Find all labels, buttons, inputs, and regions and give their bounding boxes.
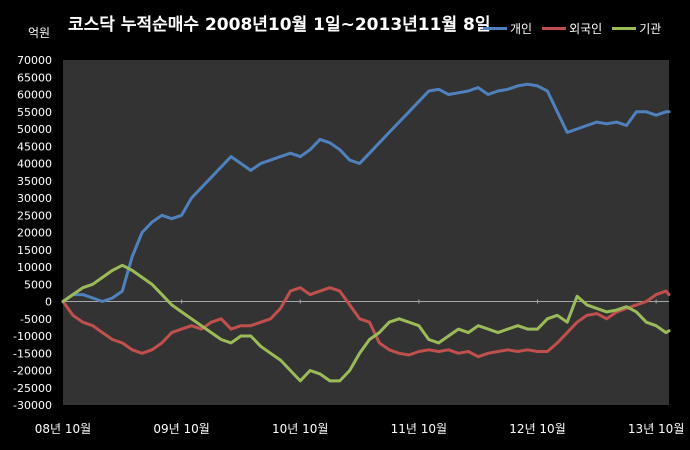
y-tick-label: 25000 [17,209,52,222]
y-tick-label: 10000 [17,261,52,274]
y-tick-label: -15000 [13,347,52,360]
series-line-institution [61,263,671,383]
x-tick-label: 12년 10월 [509,422,565,436]
y-tick-label: 20000 [17,227,52,240]
y-tick-label: 65000 [17,71,52,84]
x-tick-label: 09년 10월 [153,422,209,436]
y-tick-label: -20000 [13,365,52,378]
x-tick-label: 08년 10월 [35,422,91,436]
legend-swatch-foreign [542,27,567,30]
legend-swatch-individual [483,27,507,30]
series-line-individual [61,82,671,303]
y-tick-label: 35000 [17,175,52,188]
legend: 개인 외국인 기관 [483,20,661,37]
y-tick-label: 0 [45,296,52,309]
legend-item-foreign: 외국인 [542,20,602,37]
legend-label-individual: 개인 [510,22,533,36]
legend-item-institution: 기관 [612,20,661,37]
y-tick-label: 55000 [17,106,52,119]
y-tick-label: 15000 [17,244,52,257]
legend-label-foreign: 외국인 [569,22,603,36]
y-tick-label: 70000 [17,54,52,67]
y-tick-label: -10000 [13,330,52,343]
y-tick-label: -5000 [20,313,52,326]
x-tick-label: 11년 10월 [391,422,447,436]
legend-label-institution: 기관 [639,22,662,36]
y-tick-label: -25000 [13,382,52,395]
y-tick-label: 45000 [17,140,52,153]
y-tick-label: -30000 [13,399,52,412]
y-tick-label: 60000 [17,89,52,102]
chart-title: 코스닥 누적순매수 2008년10월 1일~2013년11월 8일 [68,15,491,35]
y-tick-label: 5000 [24,278,52,291]
x-tick-label: 13년 10월 [628,422,684,436]
legend-swatch-institution [612,27,637,30]
series-line-foreign [61,286,671,359]
y-axis-unit-label: 억원 [28,26,51,40]
legend-item-individual: 개인 [483,20,532,37]
x-tick-label: 10년 10월 [272,422,328,436]
plot-area [63,60,669,405]
y-tick-label: 40000 [17,158,52,171]
y-tick-label: 30000 [17,192,52,205]
y-tick-label: 50000 [17,123,52,136]
